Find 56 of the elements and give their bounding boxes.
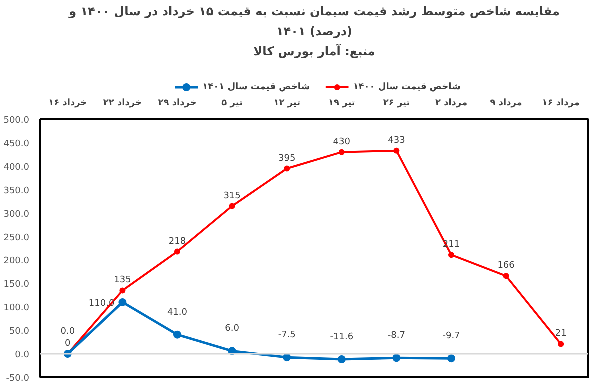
- y-tick-label: -50.0: [6, 374, 30, 383]
- point: [174, 248, 180, 255]
- data-label: 0: [65, 339, 72, 350]
- data-label: -9.7: [442, 332, 460, 342]
- point: [392, 354, 401, 362]
- y-tick-label: 400.0: [4, 162, 30, 173]
- point: [174, 330, 182, 339]
- data-label: 218: [168, 236, 186, 247]
- data-label: 433: [388, 136, 406, 146]
- y-tick-label: 500.0: [4, 116, 30, 126]
- legend-label: شاخص قیمت سال ۱۴۰۰: [353, 82, 462, 92]
- x-tick-label: ۵ تیر: [222, 98, 243, 108]
- y-tick-label: 350.0: [4, 186, 30, 196]
- data-label: 21: [555, 329, 567, 340]
- y-tick-label: 150.0: [4, 280, 30, 290]
- x-tick-label: ۱۲ تیر: [274, 98, 300, 108]
- point: [448, 354, 456, 363]
- data-label: 41.0: [167, 308, 188, 318]
- point: [338, 149, 345, 156]
- y-tick-label: 0.0: [15, 350, 30, 361]
- x-tick-label: ۲۲ خرداد: [103, 98, 142, 108]
- point: [503, 273, 510, 280]
- data-label: 6.0: [225, 324, 240, 334]
- x-tick-label: ۱۶ خرداد: [48, 98, 88, 108]
- x-tick-label: ۱۶ مرداد: [542, 98, 580, 108]
- y-tick-label: 50.0: [9, 327, 30, 338]
- point: [118, 298, 127, 306]
- y-tick-label: 450.0: [4, 139, 30, 150]
- point: [448, 252, 454, 258]
- data-label: 430: [333, 137, 351, 148]
- chart-title: مقایسه شاخص متوسط رشد قیمت سیمان نسبت به قیمت ۱۵ خرداد در سال ۱۴۰۰ و ۱۴۰۱ (درصد): [68, 4, 560, 38]
- point: [284, 166, 290, 172]
- x-tick-label: ۲۶ تیر: [383, 98, 410, 108]
- data-label: -11.6: [330, 332, 354, 342]
- point: [229, 203, 236, 210]
- data-label: 0.0: [60, 327, 76, 338]
- x-tick-label: ۹ مرداد: [490, 98, 522, 108]
- data-label: 135: [114, 276, 132, 286]
- y-tick-label: 200.0: [4, 256, 30, 267]
- y-tick-label: 300.0: [4, 210, 30, 220]
- legend-label: شاخص قیمت سال ۱۴۰۱: [202, 82, 310, 92]
- point: [558, 341, 564, 348]
- x-tick-label: ۲۹ خرداد: [158, 98, 197, 108]
- y-tick-label: 250.0: [4, 233, 30, 244]
- point: [120, 288, 126, 294]
- data-label: -8.7: [388, 331, 406, 342]
- data-label: 166: [498, 261, 516, 272]
- x-tick-label: ۱۹ تیر: [328, 98, 356, 108]
- chart-subtitle: منبع: آمار بورس کالا: [254, 44, 376, 58]
- y-tick-label: 100.0: [4, 304, 30, 314]
- data-label: 315: [224, 191, 241, 202]
- point: [394, 148, 400, 154]
- data-label: -7.5: [278, 330, 296, 341]
- point: [338, 355, 346, 364]
- x-tick-label: ۲ مرداد: [435, 98, 468, 108]
- data-label: 395: [278, 154, 296, 164]
